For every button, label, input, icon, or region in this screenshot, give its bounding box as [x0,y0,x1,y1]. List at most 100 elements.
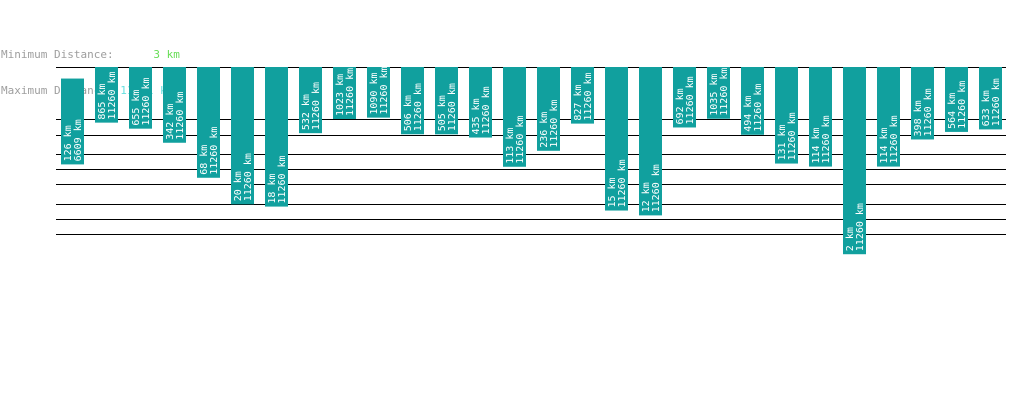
bar [401,67,424,135]
bar-group: 494 km 11260 km [741,67,764,135]
bar [231,67,254,205]
bar-max-label: 11260 km [175,92,186,140]
bar-max-label: 11260 km [719,68,730,116]
bar-max-label: 11260 km [277,155,288,203]
bar-value-label: 68 km [199,145,210,175]
bar-max-label: 11260 km [583,72,594,120]
bar-value-label: 1035 km [709,74,720,116]
bar-value-label: 113 km [505,128,516,164]
bar-group: 114 km 11260 km [809,67,832,167]
bar-value-label: 2 km [845,227,856,251]
bar-group: 342 km 11260 km [163,67,186,143]
bar-group: 398 km 11260 km [911,67,934,140]
bar-max-label: 11260 km [447,83,458,131]
bar-group: 865 km 11260 km [95,67,118,123]
bar [61,78,84,165]
bar-value-label: 114 km [811,127,822,163]
bar-group: 1090 km 11260 km [367,66,390,118]
bar-max-label: 11260 km [481,86,492,134]
bar-group: 12 km 11260 km [639,67,662,216]
bar [469,67,492,138]
bar-max-label: 11260 km [379,66,390,114]
bar-group: 633 km 11260 km [979,67,1002,130]
bar-group: 1035 km 11260 km [707,67,730,119]
bar-value-label: 12 km [641,182,652,212]
bar-max-label: 11260 km [957,81,968,129]
min-distance-label: Minimum Distance: [1,48,114,61]
bar-group: 131 km 11260 km [775,67,798,164]
bar-group: 532 km 11260 km [299,67,322,134]
bar-group: 126 km 6609 km [61,78,84,165]
bar-max-label: 11260 km [243,153,254,201]
bar-value-label: 1023 km [335,74,346,116]
bar-max-label: 11260 km [855,203,866,251]
bar-value-label: 114 km [879,127,890,163]
bar-max-label: 11260 km [107,71,118,119]
bar-max-label: 11260 km [821,115,832,163]
bar [435,67,458,135]
bar [809,67,832,167]
bar-group: 113 km 11260 km [503,67,526,167]
bar-value-label: 532 km [301,94,312,130]
bar-group: 505 km 11260 km [435,67,458,135]
bar-max-label: 11260 km [413,83,424,131]
bar-max-label: 11260 km [787,112,798,160]
bar-max-label: 6609 km [73,119,84,161]
bar-value-label: 342 km [165,104,176,140]
bar-max-label: 11260 km [991,78,1002,126]
bar-value-label: 15 km [607,177,618,207]
bar-value-label: 1090 km [369,72,380,114]
bar-value-label: 236 km [539,112,550,148]
bar-max-label: 11260 km [345,68,356,116]
bar-value-label: 564 km [947,93,958,129]
bar-value-label: 494 km [743,96,754,132]
bar [163,67,186,143]
bar-group: 114 km 11260 km [877,67,900,167]
bar-value-label: 131 km [777,124,788,160]
bar-max-label: 11260 km [515,116,526,164]
bar-max-label: 11260 km [311,82,322,130]
bar [673,67,696,128]
bar-group: 506 km 11260 km [401,67,424,135]
bar [877,67,900,167]
bar-group: 655 km 11260 km [129,67,152,129]
bar-max-label: 11260 km [889,115,900,163]
bar-value-label: 655 km [131,90,142,126]
bar [537,67,560,151]
bar-group: 236 km 11260 km [537,67,560,151]
bar [571,67,594,124]
bar [129,67,152,129]
bar-value-label: 865 km [97,84,108,120]
bar [741,67,764,135]
bar-group: 18 km 11260 km [265,67,288,207]
bar-value-label: 692 km [675,88,686,124]
bar-max-label: 11260 km [685,76,696,124]
bar [843,67,866,255]
bar-value-label: 398 km [913,100,924,136]
bar-value-label: 20 km [233,171,244,201]
min-distance-row: Minimum Distance: 3 km [1,49,180,61]
bar [639,67,662,216]
bar-value-label: 505 km [437,95,448,131]
min-distance-value: 3 km [153,48,180,61]
bar-group: 692 km 11260 km [673,67,696,128]
bar-value-label: 506 km [403,95,414,131]
bar-max-label: 11260 km [651,164,662,212]
bar-max-label: 11260 km [753,84,764,132]
bar [299,67,322,134]
bar-group: 68 km 11260 km [197,67,220,178]
bar-group: 20 km 11260 km [231,67,254,205]
bar [265,67,288,207]
bar-group: 2 km 11260 km [843,67,866,255]
bar-max-label: 11260 km [617,159,628,207]
bar-value-label: 633 km [981,90,992,126]
bar [775,67,798,164]
bar-max-label: 11260 km [923,88,934,136]
bar [945,67,968,132]
bar-value-label: 435 km [471,98,482,134]
bar-max-label: 11260 km [549,100,560,148]
bar-max-label: 11260 km [141,77,152,125]
bar-value-label: 126 km [63,125,74,161]
bar [979,67,1002,130]
